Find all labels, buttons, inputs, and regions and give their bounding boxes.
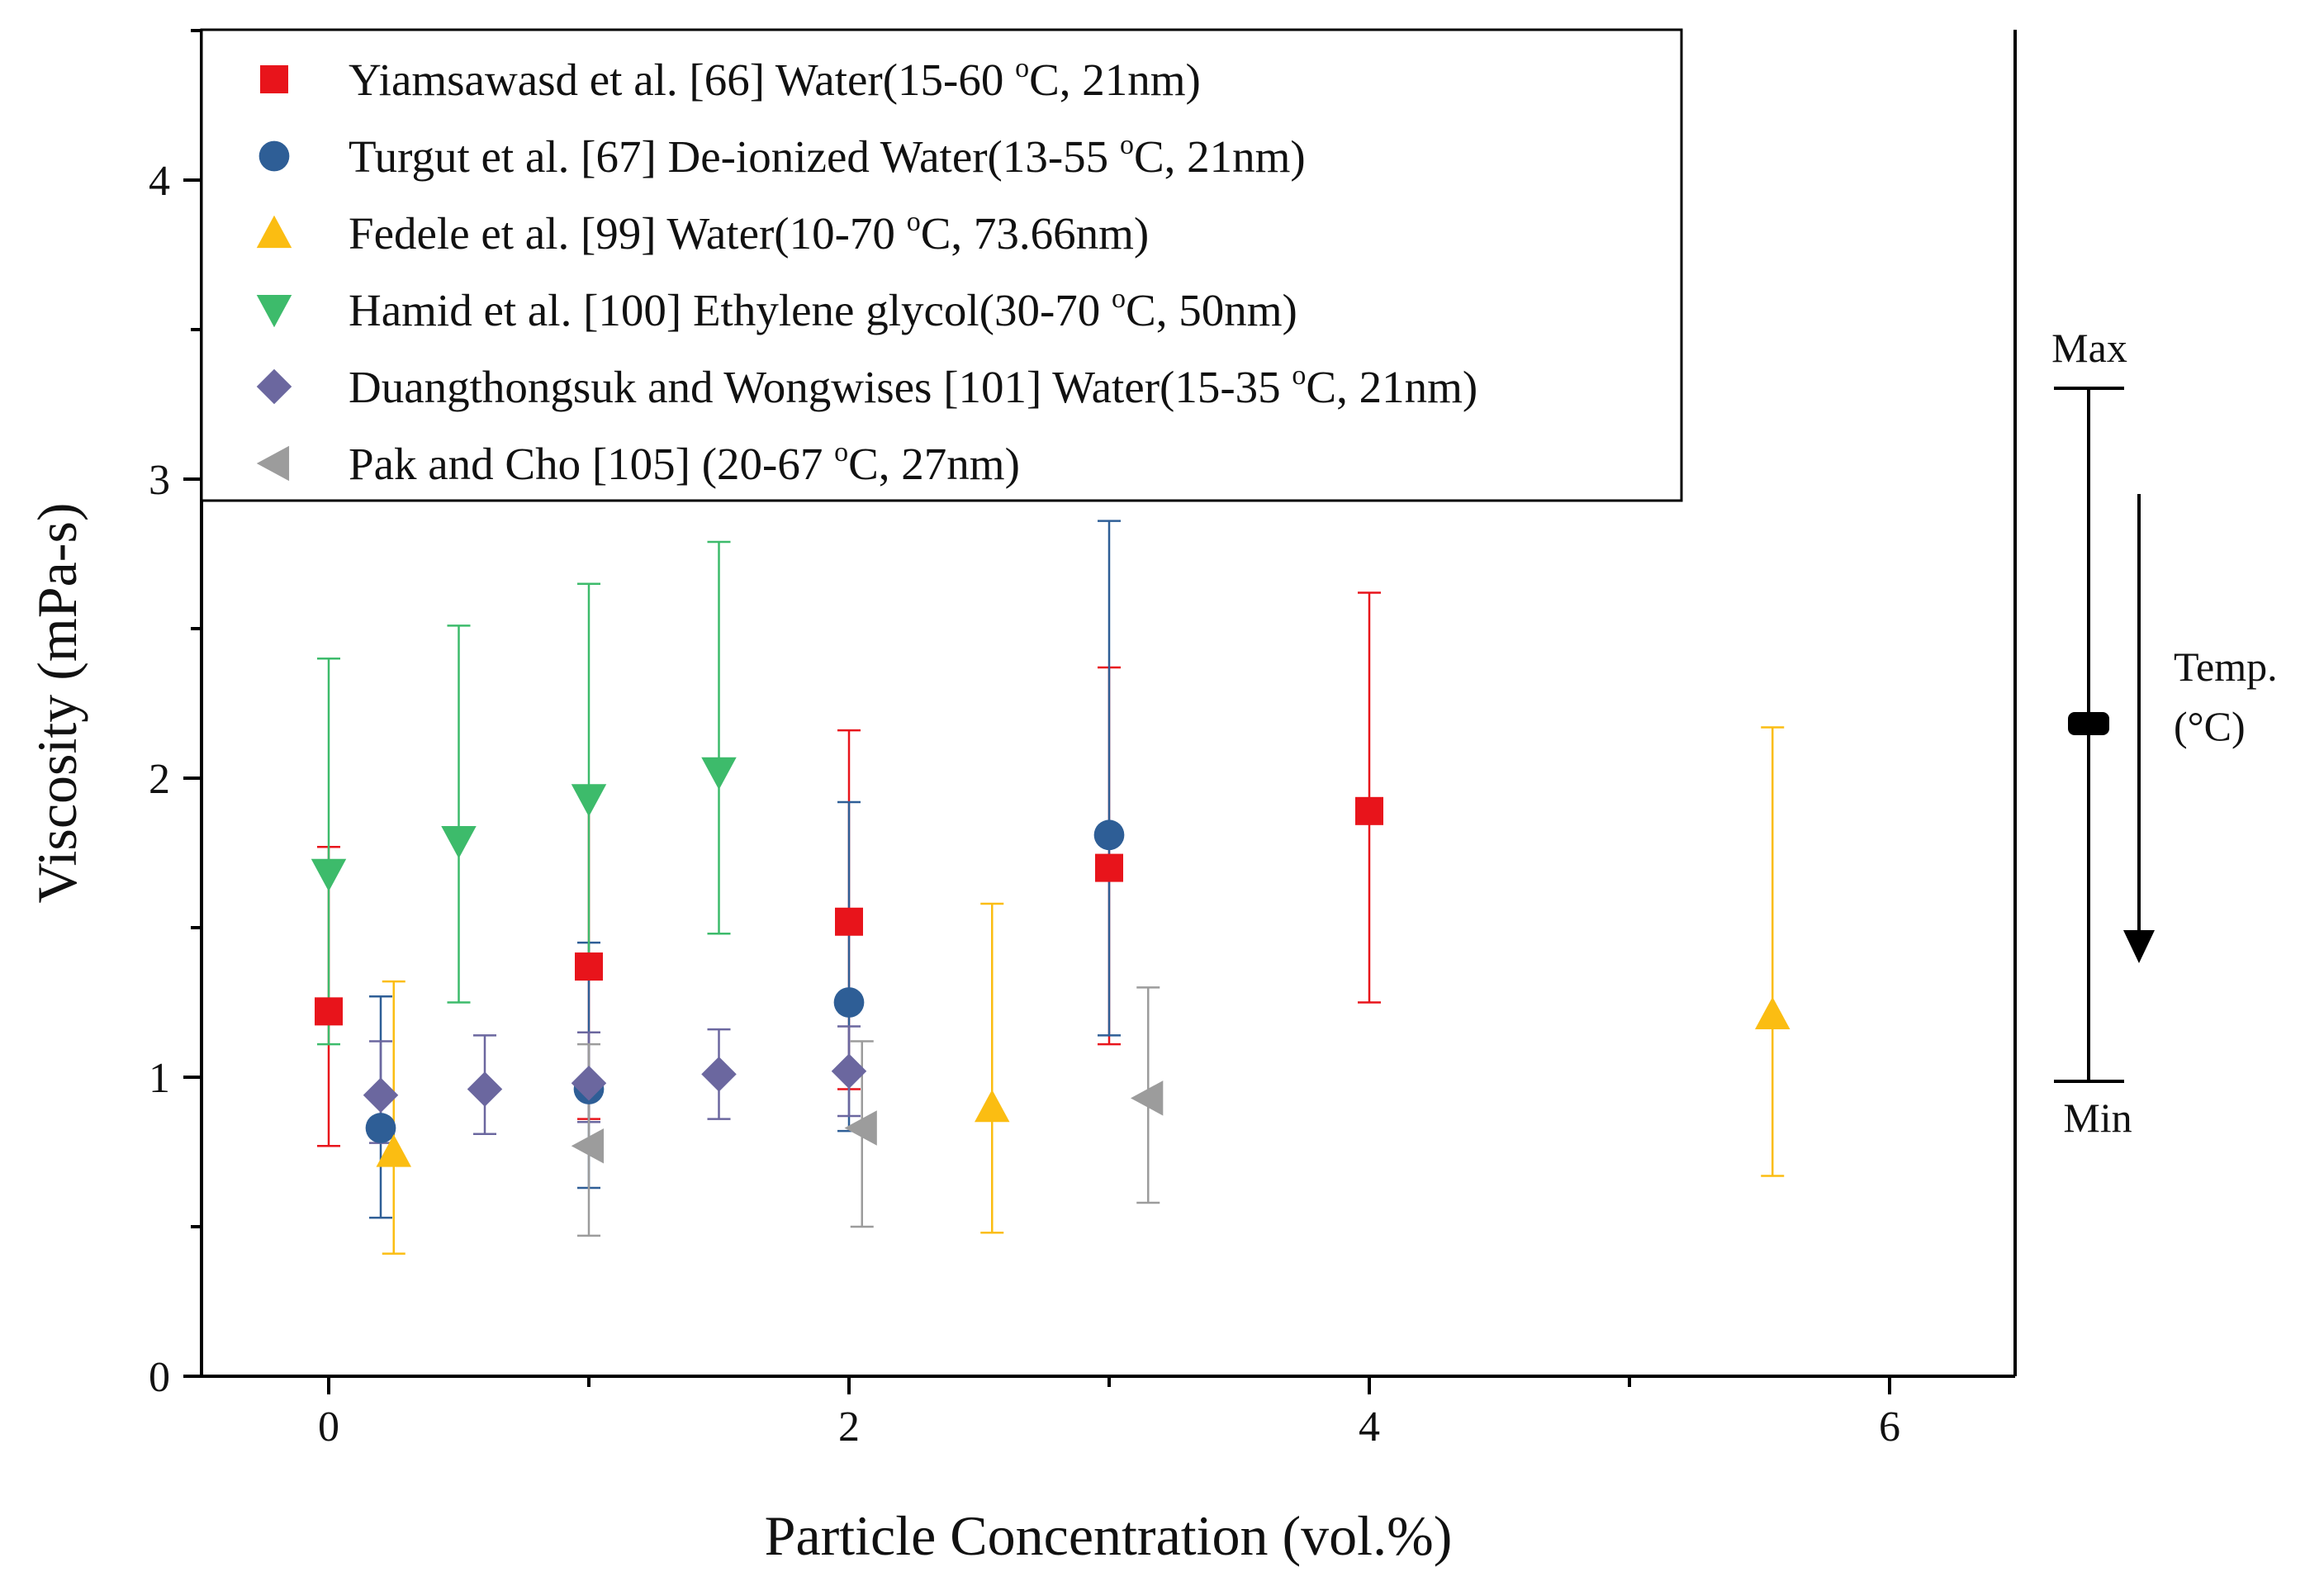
y-tick-label: 0: [149, 1354, 170, 1401]
y-ticks: [183, 29, 202, 1378]
data-point-diamond: [467, 1071, 503, 1107]
data-point-square: [1095, 853, 1123, 882]
data-point-square: [1355, 796, 1383, 825]
temp-slider-thumb: [2068, 712, 2109, 735]
data-point-square: [835, 907, 863, 936]
markers-layer: [311, 757, 1790, 1167]
temp-min-label: Min: [2063, 1095, 2132, 1141]
legend-entry-label: Turgut et al. [67] De-ionized Water(13-5…: [349, 130, 1306, 182]
x-tick-label: 6: [1879, 1403, 1900, 1451]
data-point-diamond: [701, 1057, 737, 1092]
x-tick-label: 2: [838, 1403, 860, 1451]
y-tick-label: 4: [149, 158, 170, 205]
legend-marker-circle: [258, 140, 290, 172]
data-point-triangle-down: [311, 858, 347, 892]
legend-entry-label: Pak and Cho [105] (20-67 oC, 27nm): [349, 437, 1020, 489]
temp-label-line2: (°C): [2174, 703, 2246, 749]
data-point-square: [315, 997, 343, 1026]
legend-entry-label: Fedele et al. [99] Water(10-70 oC, 73.66…: [349, 207, 1149, 259]
data-point-triangle-up: [1755, 996, 1790, 1030]
data-point-triangle-down: [571, 784, 607, 817]
x-tick-label: 4: [1359, 1403, 1380, 1451]
y-axis-title: Viscosity (mPa-s): [26, 502, 88, 903]
data-point-circle: [1093, 819, 1125, 851]
data-point-triangle-down: [441, 825, 477, 859]
x-tick-label: 0: [318, 1403, 339, 1451]
x-axis-title: Particle Concentration (vol.%): [765, 1504, 1453, 1567]
data-point-triangle-left: [844, 1110, 877, 1146]
legend-marker-square: [260, 65, 288, 93]
data-point-circle: [365, 1113, 396, 1143]
data-point-diamond: [571, 1065, 607, 1101]
data-point-circle: [833, 987, 865, 1018]
data-point-triangle-up: [975, 1089, 1010, 1123]
temp-max-label: Max: [2051, 325, 2127, 371]
y-tick-label: 3: [149, 457, 170, 504]
y-tick-label: 1: [149, 1055, 170, 1102]
data-point-diamond: [831, 1053, 867, 1090]
x-tick-labels: 024681012: [318, 1403, 1900, 1451]
y-tick-labels: 0 1 2 3 4: [149, 158, 170, 1401]
temp-label-line1: Temp.: [2174, 644, 2278, 690]
temperature-scale: Max Min Temp. (°C): [2051, 325, 2277, 1141]
data-point-diamond: [363, 1077, 399, 1113]
legend-marker-triangle-down: [256, 294, 292, 328]
legend-marker-triangle-up: [256, 215, 292, 249]
temp-arrow-head: [2123, 930, 2155, 963]
legend: Yiamsawasd et al. [66] Water(15-60 oC, 2…: [200, 28, 1683, 502]
legend-marker-triangle-left: [256, 445, 290, 482]
legend-box: [200, 28, 1683, 502]
data-point-triangle-left: [1131, 1080, 1164, 1116]
y-tick-label: 2: [149, 756, 170, 803]
legend-entry-label: Duangthongsuk and Wongwises [101] Water(…: [349, 360, 1477, 412]
data-point-triangle-up: [376, 1134, 411, 1167]
data-point-square: [575, 952, 603, 981]
legend-entry-label: Yiamsawasd et al. [66] Water(15-60 oC, 2…: [349, 53, 1201, 105]
legend-marker-diamond: [256, 368, 292, 405]
x-ticks: [327, 1376, 1891, 1394]
legend-entry-label: Hamid et al. [100] Ethylene glycol(30-70…: [349, 283, 1297, 335]
data-point-triangle-left: [571, 1128, 605, 1164]
data-point-triangle-down: [701, 757, 737, 791]
